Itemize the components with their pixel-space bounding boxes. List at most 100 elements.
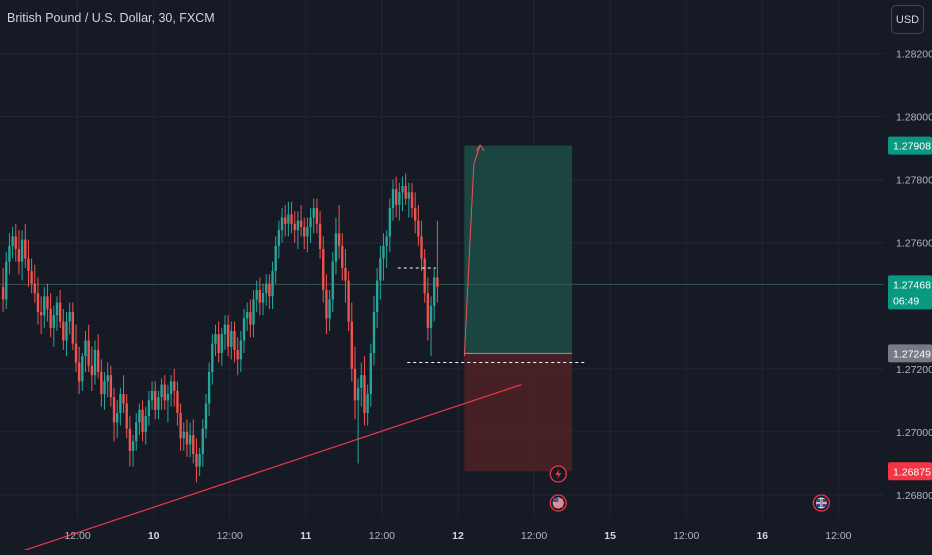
candle (106, 362, 109, 398)
time-tick-label: 12:00 (217, 530, 243, 542)
candle (58, 290, 62, 328)
candle (150, 381, 154, 410)
us-flag-icon[interactable] (549, 494, 567, 512)
candle (312, 198, 315, 234)
candle (24, 223, 27, 268)
symbol-title: British Pound / U.S. Dollar, 30, FXCM (7, 11, 215, 25)
long-position-tool[interactable] (0, 145, 884, 472)
price-tick-label: 1.27600 (896, 238, 932, 250)
candle (81, 353, 84, 391)
time-tick-label: 12:00 (369, 530, 395, 542)
candle (160, 378, 163, 410)
time-tick-label: 16 (756, 530, 768, 542)
candle (20, 230, 24, 281)
price-badge-label: 1.27468 (893, 279, 931, 291)
uk-flag-icon[interactable] (812, 494, 831, 512)
candle (217, 321, 220, 363)
candle (379, 245, 382, 300)
loss-zone[interactable] (464, 353, 573, 472)
price-tick-label: 1.28000 (896, 112, 932, 124)
candle (17, 230, 21, 275)
candle (109, 365, 113, 407)
candle (287, 201, 290, 237)
candle (394, 176, 398, 218)
candle (135, 412, 138, 451)
candle (163, 375, 166, 410)
price-tick-label: 1.28200 (896, 49, 932, 61)
candle (306, 217, 309, 253)
price-badge[interactable]: 1.27908 (888, 136, 932, 155)
candle (116, 400, 119, 439)
candle (100, 359, 103, 407)
candle (429, 296, 433, 357)
time-tick-label: 11 (300, 530, 311, 542)
price-badge-label: 1.27908 (893, 141, 931, 153)
candle (328, 290, 331, 332)
candle (103, 371, 106, 410)
trendline[interactable] (2, 384, 522, 555)
candle (166, 384, 170, 423)
time-tick-label: 12:00 (64, 530, 90, 542)
price-badge[interactable]: 1.27249 (888, 344, 932, 363)
candle (188, 422, 192, 458)
candle (356, 378, 360, 464)
candle (49, 293, 52, 338)
candle (97, 334, 100, 379)
candle (211, 334, 214, 385)
candle (144, 406, 147, 445)
price-badge[interactable]: 1.26875 (888, 462, 932, 481)
price-tick-label: 1.27200 (896, 364, 932, 376)
candle (173, 368, 176, 407)
candle (77, 346, 81, 395)
candle (223, 315, 227, 350)
candle (274, 236, 277, 284)
candle (436, 220, 439, 303)
candle (214, 324, 217, 357)
candle (36, 277, 40, 325)
candle (423, 249, 426, 303)
candle (131, 435, 135, 467)
candle (230, 321, 233, 360)
candle (271, 261, 274, 309)
candle (277, 220, 281, 259)
time-axis[interactable]: 12:00 10 12:00 11 12:00 12 12:00 15 12:00 16 12:00 (64, 530, 851, 542)
candle (84, 331, 87, 372)
projection-arrow[interactable] (463, 144, 481, 357)
event-icons[interactable] (549, 465, 831, 512)
time-tick-label: 12 (452, 530, 464, 542)
candle (245, 302, 249, 332)
profit-zone[interactable] (464, 145, 573, 354)
candle (268, 274, 271, 309)
drawings[interactable] (2, 144, 585, 555)
candle (290, 201, 293, 234)
price-tick-label: 1.27000 (896, 427, 932, 439)
price-badge[interactable]: 1.27468 06:49 (888, 275, 932, 310)
candle (157, 390, 160, 420)
lightning-icon[interactable] (549, 465, 567, 483)
time-tick-label: 12:00 (825, 530, 851, 542)
currency-button[interactable]: USD (891, 5, 924, 34)
candle (385, 230, 388, 268)
price-tick-label: 1.27800 (896, 175, 932, 187)
candlesticks (1, 173, 439, 483)
candle (261, 283, 265, 316)
candle (226, 315, 230, 357)
price-axis[interactable]: 1.28200 1.28000 1.27800 1.27600 1.27200 1.270… (888, 49, 932, 502)
candle (417, 204, 420, 246)
candle (154, 381, 157, 420)
candle (360, 362, 363, 407)
candle (176, 381, 179, 426)
candle (375, 267, 379, 328)
candle (433, 267, 436, 322)
candle (401, 176, 404, 212)
candle (341, 233, 344, 281)
candle (322, 236, 325, 303)
candle (125, 394, 128, 439)
candle (220, 327, 223, 366)
candle (46, 283, 49, 322)
candle (407, 182, 411, 218)
candle (372, 296, 376, 366)
candle (366, 384, 369, 426)
